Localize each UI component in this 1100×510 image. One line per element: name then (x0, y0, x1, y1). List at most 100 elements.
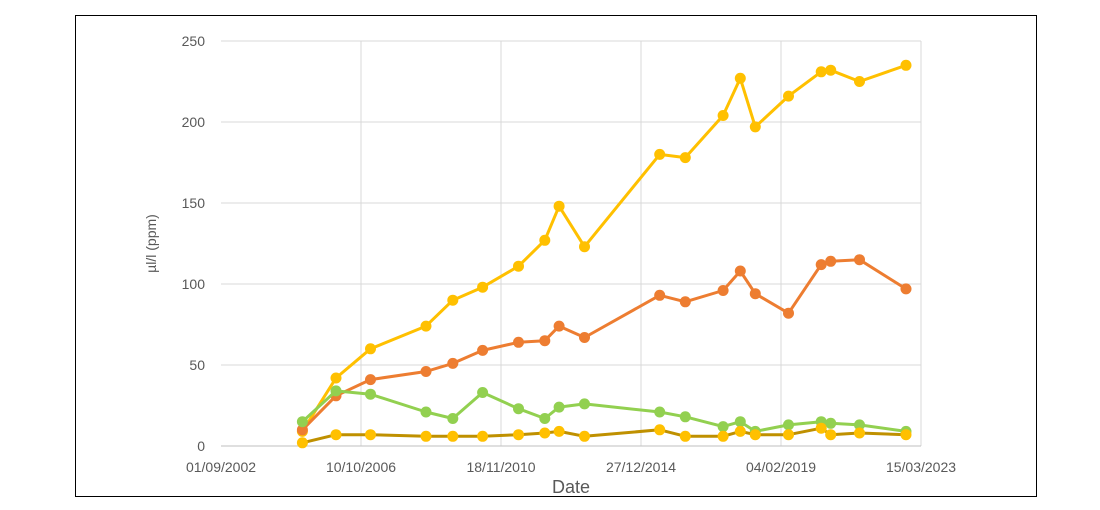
data-point (654, 148, 666, 160)
data-point (365, 343, 376, 355)
data-point (365, 388, 376, 400)
series-2 (296, 254, 912, 436)
data-point (539, 234, 551, 246)
data-point (330, 429, 342, 441)
x-tick-labels: 01/09/2002 10/10/2006 18/11/2010 27/12/2014… (186, 459, 956, 475)
gridlines (221, 40, 922, 446)
data-point (679, 152, 691, 164)
data-point (679, 296, 691, 308)
data-point (854, 254, 865, 266)
series-1 (296, 59, 912, 437)
data-point (365, 374, 376, 386)
data-point (679, 411, 691, 423)
data-point (783, 429, 794, 441)
data-point (679, 430, 691, 442)
data-point (815, 66, 827, 78)
x-axis-title: Date (552, 477, 590, 496)
data-point (654, 406, 666, 418)
data-point (783, 307, 794, 319)
data-point (854, 76, 865, 87)
line-chart: 0 50 100 150 200 250 01/09/2002 10/10/2006 18/1… (143, 33, 956, 496)
data-point (553, 320, 565, 332)
data-point (420, 406, 432, 418)
data-point (717, 421, 729, 433)
data-point (734, 72, 746, 84)
data-point (513, 429, 524, 441)
x-tick-label: 27/12/2014 (606, 459, 676, 475)
series-line (300, 63, 908, 433)
series-line (300, 258, 908, 432)
data-point (825, 429, 837, 441)
x-tick-label: 15/03/2023 (886, 459, 956, 475)
y-tick-label: 0 (197, 438, 205, 454)
data-point (900, 59, 912, 71)
series-4 (296, 422, 912, 449)
data-point (296, 416, 308, 428)
x-tick-label: 04/02/2019 (746, 459, 816, 475)
data-point (447, 413, 459, 424)
y-tick-label: 200 (182, 114, 206, 130)
data-point (717, 430, 729, 442)
series-line (300, 426, 908, 445)
data-point (825, 417, 837, 429)
data-point (477, 387, 489, 398)
data-point (579, 398, 590, 410)
chart-frame: 0 50 100 150 200 250 01/09/2002 10/10/2006 18/1… (75, 15, 1037, 497)
data-point (825, 64, 837, 76)
data-point (825, 255, 837, 267)
data-point (579, 241, 590, 253)
x-tick-label: 01/09/2002 (186, 459, 256, 475)
data-point (854, 419, 865, 431)
data-point (477, 281, 489, 293)
data-point (365, 429, 376, 441)
data-point (783, 90, 794, 102)
y-tick-labels: 0 50 100 150 200 250 (182, 33, 206, 454)
data-point (815, 422, 827, 434)
data-point (447, 357, 459, 369)
y-tick-label: 50 (189, 357, 205, 373)
y-tick-label: 250 (182, 33, 206, 49)
y-tick-label: 150 (182, 195, 206, 211)
series-line (300, 389, 908, 433)
data-point (539, 427, 551, 439)
data-point (513, 336, 524, 348)
data-point (717, 285, 729, 296)
data-point (579, 332, 590, 343)
data-point (749, 121, 761, 133)
data-point (749, 429, 761, 441)
data-point (477, 430, 489, 442)
series-lines (296, 59, 912, 449)
data-point (734, 265, 746, 277)
data-point (553, 425, 565, 437)
data-point (734, 425, 746, 437)
data-point (749, 288, 761, 300)
data-point (447, 430, 459, 442)
y-tick-label: 100 (182, 276, 206, 292)
y-axis-title: µl/l (ppm) (143, 214, 159, 273)
data-point (900, 429, 912, 441)
data-point (447, 294, 459, 306)
data-point (717, 110, 729, 121)
data-point (854, 427, 865, 439)
data-point (900, 283, 912, 295)
data-point (815, 259, 827, 271)
data-point (783, 419, 794, 431)
data-point (420, 320, 432, 332)
data-point (296, 424, 308, 436)
data-point (553, 401, 565, 413)
data-point (420, 430, 432, 442)
data-point (420, 366, 432, 377)
data-point (734, 416, 746, 428)
x-tick-label: 10/10/2006 (326, 459, 396, 475)
data-point (513, 260, 524, 272)
data-point (654, 424, 666, 436)
data-point (654, 289, 666, 301)
data-point (296, 437, 308, 449)
data-point (330, 385, 342, 397)
x-tick-label: 18/11/2010 (466, 459, 535, 475)
data-point (477, 344, 489, 356)
data-point (553, 200, 565, 212)
data-point (513, 403, 524, 415)
data-point (579, 430, 590, 442)
data-point (539, 335, 551, 347)
